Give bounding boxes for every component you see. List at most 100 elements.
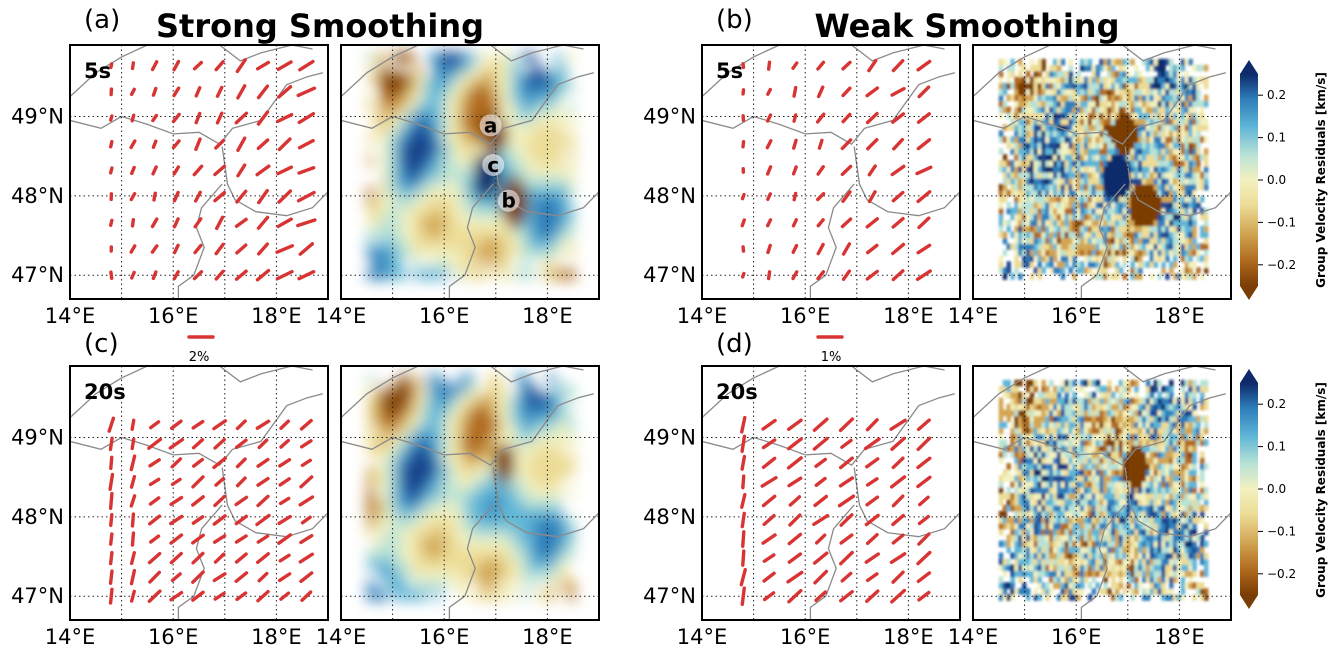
anisotropy-bar xyxy=(892,137,905,151)
anisotropy-bar xyxy=(917,85,931,99)
title-weak-smoothing: Weak Smoothing xyxy=(815,7,1120,45)
residual-map: acb xyxy=(340,44,600,300)
anisotropy-bar xyxy=(151,270,158,281)
anisotropy-bar xyxy=(172,86,181,98)
anisotropy-bar xyxy=(107,416,116,433)
anisotropy-bar xyxy=(147,589,162,603)
anisotropy-bar xyxy=(813,494,828,508)
anisotropy-bar xyxy=(108,436,114,452)
anisotropy-bar xyxy=(275,244,294,254)
anisotropy-bar xyxy=(108,166,114,175)
lat-tick-label: 47°N xyxy=(11,263,64,287)
anisotropy-bar xyxy=(255,419,271,430)
anisotropy-bar xyxy=(917,514,930,526)
anisotropy-bar xyxy=(129,589,136,603)
colorbar-tick-label: 0.0 xyxy=(1267,482,1286,496)
anisotropy-bar xyxy=(816,165,825,176)
anisotropy-bar xyxy=(762,591,776,602)
anisotropy-map: 20s xyxy=(701,365,961,621)
anisotropy-bar xyxy=(257,571,269,583)
map-panels: 5s acb 49°N 48°N 47°N 14°E 16°E 18°E 14°E 16°E 18°… xyxy=(11,44,1232,649)
country-borders xyxy=(702,366,960,620)
anisotropy-bar xyxy=(786,437,803,451)
lon-tick-label: 16°E xyxy=(419,304,470,328)
anisotropy-bar xyxy=(257,188,269,205)
map-frame xyxy=(69,365,329,621)
anisotropy-bar xyxy=(130,512,136,528)
lat-tick-label: 49°N xyxy=(11,104,64,128)
anisotropy-bar xyxy=(172,243,180,255)
anisotropy-bar xyxy=(865,243,879,255)
anisotropy-bar xyxy=(148,458,161,468)
anisotropy-bar xyxy=(296,190,316,203)
colorbar-gradient xyxy=(1240,74,1258,286)
anisotropy-bar xyxy=(172,59,181,72)
lat-tick-label: 48°N xyxy=(11,505,64,529)
anisotropy-bar xyxy=(298,552,315,564)
map-frame xyxy=(972,44,1232,300)
anisotropy-bar xyxy=(148,477,161,487)
anisotropy-bar xyxy=(234,438,248,450)
anisotropy-bar xyxy=(278,477,291,487)
anisotropy-bar xyxy=(792,191,798,202)
anisotropy-bar xyxy=(150,244,159,254)
lon-tick-label: 14°E xyxy=(45,625,96,649)
anisotropy-bar xyxy=(840,217,853,229)
residual-map xyxy=(340,365,600,621)
lon-tick-label: 14°E xyxy=(948,304,999,328)
anisotropy-bar xyxy=(918,495,930,507)
anisotropy-bar xyxy=(169,495,184,506)
anisotropy-bar xyxy=(917,532,931,546)
anisotropy-bar xyxy=(761,438,777,450)
anisotropy-bar xyxy=(766,243,772,255)
map-frame xyxy=(340,44,600,300)
anisotropy-bar xyxy=(235,457,247,469)
anisotropy-bar xyxy=(172,270,180,281)
lon-tick-label: 16°E xyxy=(419,625,470,649)
anisotropy-bar xyxy=(191,438,205,450)
anisotropy-bar xyxy=(169,533,184,545)
country-borders xyxy=(341,45,599,299)
anisotropy-bar xyxy=(279,591,291,601)
anisotropy-bar xyxy=(298,495,315,507)
anisotropy-bar xyxy=(234,514,248,526)
anisotropy-bar xyxy=(890,86,906,97)
anisotropy-bar xyxy=(171,112,181,124)
anisotropy-bar xyxy=(256,534,270,544)
anisotropy-bar xyxy=(168,437,185,450)
residual-field xyxy=(366,373,576,601)
anisotropy-bar xyxy=(917,216,931,230)
anisotropy-bar xyxy=(129,244,137,254)
map-frame xyxy=(69,44,329,300)
anisotropy-bar xyxy=(761,533,777,545)
anisotropy-bar xyxy=(891,513,905,527)
anisotropy-bar xyxy=(235,476,247,488)
anisotropy-bar xyxy=(255,60,271,71)
colorbar-extend-max xyxy=(1240,369,1258,383)
lat-tick-label: 47°N xyxy=(643,263,696,287)
country-borders xyxy=(973,45,1231,299)
anisotropy-bar xyxy=(213,164,227,177)
anisotropy-bar xyxy=(839,590,854,603)
colorbar-bottom: 0.2 0.1 0.0 −0.1 −0.2 Group Velocity Residua… xyxy=(1240,369,1328,609)
anisotropy-bar xyxy=(235,243,248,255)
anisotropy-bar xyxy=(234,217,248,228)
anisotropy-bar xyxy=(215,111,224,125)
anisotropy-bar xyxy=(299,571,314,584)
anisotropy-bar xyxy=(279,419,291,430)
anisotropy-bar xyxy=(916,550,932,566)
lat-tick-label: 47°N xyxy=(11,584,64,608)
anisotropy-bar xyxy=(169,551,183,565)
anisotropy-bar xyxy=(788,495,802,507)
anisotropy-bar xyxy=(300,590,313,602)
anisotropy-bar xyxy=(816,192,826,202)
lon-tick-label: 16°E xyxy=(148,625,199,649)
anisotropy-bar xyxy=(170,572,182,583)
anisotropy-map: 5s xyxy=(69,44,329,300)
anisotropy-bar xyxy=(129,551,136,566)
anisotropy-bar xyxy=(916,571,932,584)
anisotropy-bar xyxy=(786,456,803,470)
residual-field xyxy=(998,58,1209,280)
anisotropy-bar xyxy=(151,86,158,97)
anisotropy-bar xyxy=(891,456,905,470)
